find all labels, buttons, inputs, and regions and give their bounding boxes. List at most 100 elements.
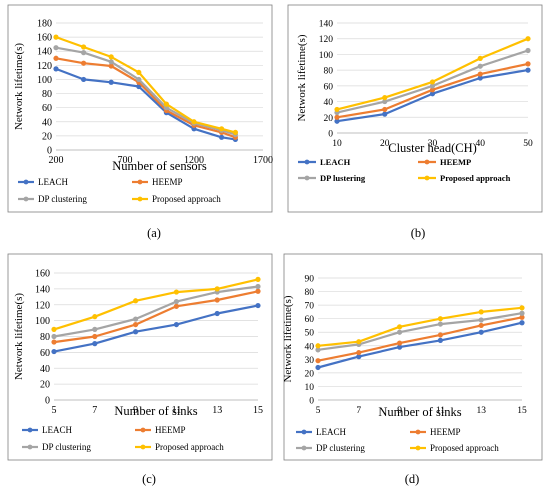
legend-entry: HEEMP [410, 427, 461, 437]
legend-label: HEEMP [155, 425, 186, 435]
series-line [55, 46, 236, 136]
x-tick-label: 40 [476, 139, 486, 149]
y-tick-label: 80 [40, 332, 50, 343]
legend-entry: LEACH [296, 427, 346, 437]
series-heemp [334, 61, 531, 120]
x-tick-label: 30 [428, 139, 438, 149]
legend-entry: DP lustering [298, 173, 366, 183]
legend-marker [140, 444, 146, 450]
series-proposed-approach [315, 305, 525, 349]
y-tick-label: 80 [42, 89, 52, 100]
data-point [92, 326, 98, 332]
legend-marker [27, 427, 33, 433]
series-dp-lustering [334, 47, 531, 116]
data-point [334, 106, 340, 113]
series-line [317, 316, 523, 362]
legend-label: HEEMP [440, 157, 471, 167]
y-axis-title: Network lifetime(s) [13, 43, 25, 130]
y-tick-label: 60 [305, 315, 315, 325]
data-point [477, 71, 483, 77]
data-point [478, 322, 484, 329]
series-proposed-approach [51, 276, 261, 332]
y-tick-label: 160 [35, 269, 50, 280]
legend-entry: LEACH [298, 157, 351, 167]
series-line [55, 57, 236, 139]
y-tick-label: 100 [35, 316, 50, 327]
data-point [519, 310, 525, 316]
series-leach [334, 67, 531, 124]
data-point [81, 76, 87, 83]
y-tick-label: 30 [305, 356, 315, 366]
data-point [51, 326, 57, 332]
legend-entry: DP clustering [18, 194, 87, 204]
y-tick-label: 60 [42, 103, 52, 114]
legend-marker [301, 429, 307, 435]
data-point [397, 324, 403, 330]
legend-marker [137, 196, 143, 202]
x-tick-label: 200 [49, 155, 64, 166]
data-point [525, 67, 531, 73]
legend-entry: DP clustering [296, 443, 365, 453]
data-point [219, 126, 225, 132]
series-proposed-approach [53, 34, 238, 135]
data-point [315, 364, 321, 371]
series-heemp [51, 288, 261, 345]
x-tick-label: 1200 [184, 155, 204, 166]
chart-panel-4: 0 10 20 30 40 50 60 70 80 90 5 7 9 11 13 15 Number of si… [282, 253, 543, 486]
chart-panel-3: 0 20 40 60 80 100 120 140 160 5 7 9 11 13 15 Number of … [7, 253, 273, 486]
legend-label: DP clustering [316, 443, 365, 453]
y-tick-label: 0 [328, 130, 333, 140]
legend-label: HEEMP [152, 177, 183, 187]
y-axis-title: Network lifetime(s) [282, 295, 294, 382]
data-point [397, 329, 403, 335]
y-tick-label: 80 [305, 288, 315, 298]
data-point [437, 337, 443, 343]
legend-entry: HEEMP [132, 177, 183, 187]
series-line [53, 290, 259, 344]
x-axis-title: Number of sinks [114, 404, 197, 418]
data-point [255, 276, 261, 282]
data-point [51, 333, 57, 340]
y-axis-title: Network lifetime(s) [296, 34, 308, 121]
y-tick-label: 140 [37, 47, 52, 58]
chart-frame [287, 4, 543, 213]
series-line [55, 36, 236, 134]
legend-label: HEEMP [430, 427, 461, 437]
legend-marker [424, 175, 430, 181]
data-point [356, 349, 362, 356]
data-point [356, 339, 362, 345]
x-tick-label: 10 [332, 139, 342, 149]
data-point [477, 75, 483, 81]
y-tick-label: 20 [324, 114, 334, 124]
x-tick-label: 15 [517, 406, 527, 416]
y-tick-label: 20 [40, 380, 50, 391]
data-point [92, 333, 98, 340]
legend-label: Proposed approach [152, 194, 221, 204]
legend-entry: Proposed approach [410, 443, 499, 453]
y-tick-label: 60 [40, 348, 50, 359]
legend-label: LEACH [38, 177, 68, 187]
data-point [382, 95, 388, 101]
x-tick-label: 13 [476, 406, 486, 416]
series-line [53, 278, 259, 331]
y-tick-label: 160 [37, 33, 52, 44]
panel-label: (d) [405, 472, 420, 486]
legend-label: LEACH [320, 157, 351, 167]
data-point [429, 91, 436, 97]
x-tick-label: 11 [436, 406, 445, 416]
y-tick-label: 180 [37, 19, 52, 30]
y-tick-label: 100 [37, 75, 52, 86]
legend-marker [424, 159, 430, 165]
data-point [53, 55, 59, 61]
legend-marker [137, 179, 143, 185]
y-tick-label: 40 [324, 98, 334, 108]
x-tick-label: 13 [212, 405, 222, 416]
series-proposed-approach [334, 36, 531, 113]
data-point [429, 83, 436, 89]
data-point [51, 348, 57, 355]
panel-label: (a) [147, 226, 161, 240]
chart-panel-1: 0 20 40 60 80 100 120 140 160 180 200 700 1200 1700 Nu… [7, 4, 273, 240]
data-point [315, 343, 321, 349]
series-line [53, 304, 259, 353]
data-point [136, 69, 142, 75]
